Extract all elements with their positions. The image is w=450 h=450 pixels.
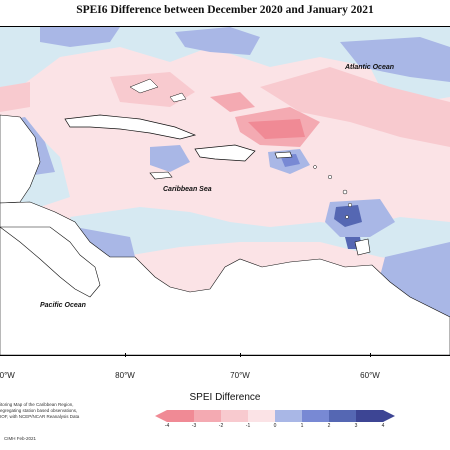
spei-zone-red-core xyxy=(248,119,305,139)
spei-zone-blue-n xyxy=(175,27,260,55)
spei-zone-blue-central xyxy=(150,145,190,172)
land-island-4 xyxy=(327,174,333,180)
legend-cell xyxy=(194,410,222,422)
lon-label-60w: 60°W xyxy=(360,371,380,380)
legend-arrow-right xyxy=(383,410,395,422)
spei-zone-blue-nw xyxy=(40,27,120,47)
legend-cell xyxy=(329,410,357,422)
legend-arrow-left xyxy=(155,410,167,422)
legend-cell xyxy=(167,410,195,422)
source-line-2: egregating station based observations, xyxy=(0,408,78,413)
legend-tick-label: -1 xyxy=(245,423,251,429)
tick-lon-70 xyxy=(240,353,241,357)
legend-tick-label: 4 xyxy=(381,423,385,429)
land-bahamas-2 xyxy=(169,92,187,103)
land-cuba xyxy=(64,114,197,140)
legend-tick-label: -3 xyxy=(191,423,197,429)
spei-zone-pink-atlantic xyxy=(260,67,450,147)
land-central-america xyxy=(0,226,101,298)
legend-cell xyxy=(275,410,303,422)
legend-cell xyxy=(302,410,330,422)
legend-tick-label: 3 xyxy=(354,423,358,429)
legend-tick-label: 1 xyxy=(300,423,304,429)
tick-lon-80 xyxy=(125,353,126,357)
source-line-3: IOF, with NCEP/NCAR Reanalysis Data xyxy=(0,414,80,419)
land-island-5 xyxy=(313,165,317,169)
label-pacific-ocean: Pacific Ocean xyxy=(40,302,86,309)
land-hispaniola xyxy=(194,144,256,162)
map-panel: Atlantic Ocean Caribbean Sea Pacific Oce… xyxy=(0,26,450,356)
spei-zone-pink-gulf xyxy=(0,82,30,112)
land-island-1 xyxy=(342,189,348,195)
legend-colorbar xyxy=(155,410,395,422)
lon-label-70w: 70°W xyxy=(230,371,250,380)
land-trinidad xyxy=(354,238,371,256)
tick-lon-60 xyxy=(370,353,371,357)
spei-map: Atlantic Ocean Caribbean Sea Pacific Oce… xyxy=(0,27,450,355)
land-bahamas-1 xyxy=(129,78,159,94)
credit-text: CIMH Feb-2021 xyxy=(4,436,37,441)
land-island-2 xyxy=(347,202,353,208)
spei-zone-red-bahamas xyxy=(210,92,255,112)
legend-cell xyxy=(221,410,249,422)
source-line-1: itoring Map of the Caribbean Region, xyxy=(0,402,74,407)
lon-label-80w: 80°W xyxy=(115,371,135,380)
land-jamaica xyxy=(149,171,173,180)
legend-title: SPEI Difference xyxy=(189,392,261,403)
lon-label-90w: 90°W xyxy=(0,371,15,380)
label-atlantic-ocean: Atlantic Ocean xyxy=(344,64,394,71)
legend-cell xyxy=(248,410,276,422)
land-south-america xyxy=(0,201,450,355)
map-title: SPEI6 Difference between December 2020 a… xyxy=(76,4,374,16)
legend-tick-label: 2 xyxy=(327,423,331,429)
legend-tick-label: 0 xyxy=(273,423,277,429)
land-puerto-rico xyxy=(274,151,293,159)
source-note: itoring Map of the Caribbean Region, egr… xyxy=(0,402,120,420)
legend-cell xyxy=(356,410,384,422)
legend-tick-label: -4 xyxy=(164,423,170,429)
spei-zone-light-blue-north xyxy=(0,27,450,107)
spei-zone-blue-ne xyxy=(340,37,450,82)
label-caribbean-sea: Caribbean Sea xyxy=(163,186,212,193)
spei-zone-light-blue-south xyxy=(70,207,450,267)
land-island-3 xyxy=(345,215,349,219)
legend-tick-label: -2 xyxy=(218,423,224,429)
